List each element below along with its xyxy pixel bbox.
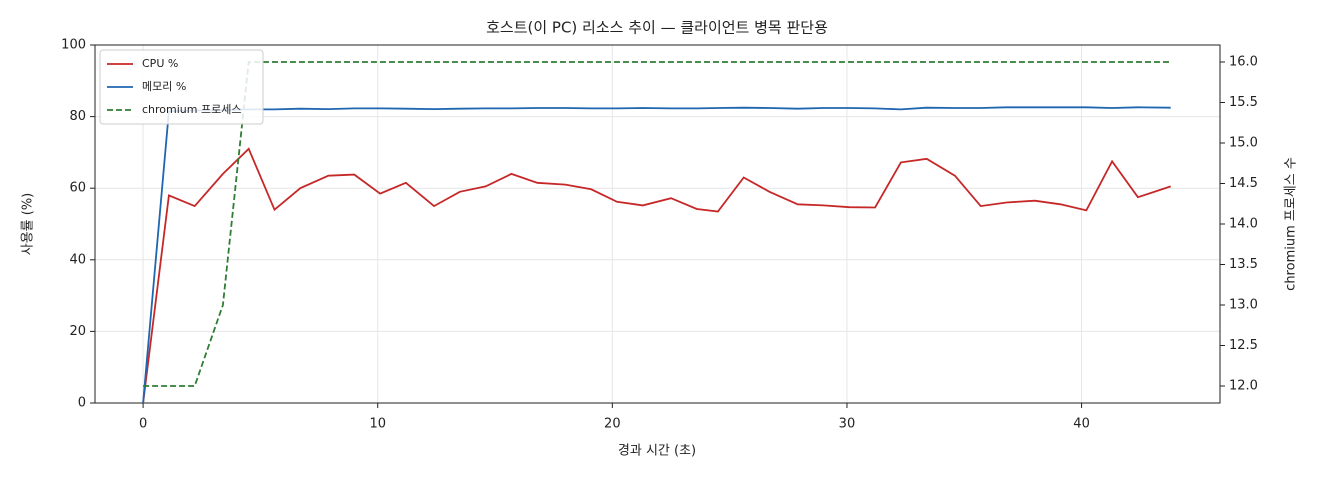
y-tick-label: 80 [69, 109, 86, 124]
legend-label: chromium 프로세스 [142, 103, 241, 116]
x-tick-label: 0 [139, 417, 147, 432]
legend-box [99, 49, 264, 125]
x-tick-label: 30 [839, 417, 856, 432]
x-tick-label: 10 [369, 417, 386, 432]
y-tick-label: 0 [78, 396, 86, 411]
legend: CPU % 메모리 % chromium 프로세스 [99, 49, 264, 125]
y-tick-label: 60 [69, 181, 86, 196]
legend-label: 메모리 % [142, 80, 186, 93]
y2-tick-label: 13.5 [1229, 257, 1258, 272]
y2-tick-label: 12.0 [1229, 378, 1258, 393]
y2-tick-label: 14.5 [1229, 176, 1258, 191]
plot-frame [94, 44, 1221, 404]
y-tick-label: 20 [69, 324, 86, 339]
y-tick-label: 100 [61, 38, 86, 53]
x-tick-label: 20 [604, 417, 621, 432]
y2-tick-label: 15.0 [1229, 136, 1258, 151]
chart-title: 호스트(이 PC) 리소스 추이 — 클라이언트 병목 판단용 [486, 19, 828, 37]
y2-tick-label: 14.0 [1229, 217, 1258, 232]
y-tick-label: 40 [69, 252, 86, 267]
series-line [142, 147, 1171, 404]
x-tick-label: 40 [1073, 417, 1090, 432]
series-line [143, 61, 1171, 387]
y-axis-label: 사용률 (%) [21, 193, 36, 256]
y2-tick-label: 15.5 [1229, 95, 1258, 110]
x-axis-label: 경과 시간 (초) [618, 444, 696, 459]
legend-label: CPU % [142, 57, 178, 70]
y2-tick-label: 13.0 [1229, 297, 1258, 312]
y2-tick-label: 16.0 [1229, 55, 1258, 70]
y2-axis-label: chromium 프로세스 수 [1284, 157, 1299, 291]
y2-tick-label: 12.5 [1229, 338, 1258, 353]
series-line [142, 106, 1171, 404]
